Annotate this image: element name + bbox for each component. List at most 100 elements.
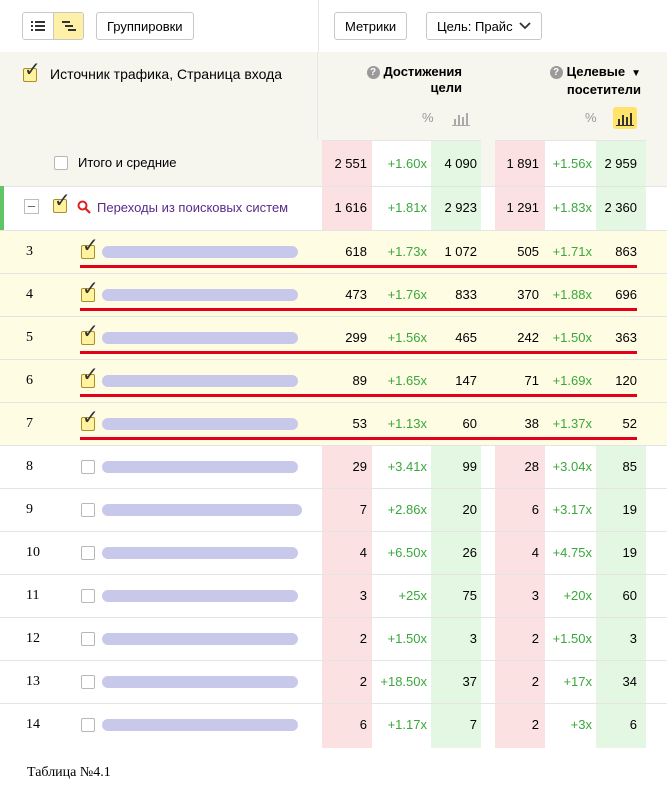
blurred-page-link[interactable] — [102, 418, 298, 430]
row-change-2: +1.71x — [552, 244, 592, 259]
row-change-2: +4.75x — [552, 545, 592, 560]
table-row[interactable]: 14 6 +1.17x 7 2 +3x 6 — [0, 703, 667, 746]
collapse-button[interactable]: – — [24, 199, 39, 214]
row-visits-2: 505 — [517, 244, 539, 259]
row-checkbox[interactable] — [81, 589, 95, 603]
row-visits-1: 2 — [359, 674, 367, 689]
row-value-1: 99 — [462, 459, 477, 474]
group-visits-2: 1 291 — [506, 200, 539, 215]
blurred-page-link[interactable] — [102, 590, 298, 602]
group-value-2: 2 360 — [604, 200, 637, 215]
row-value-1: 3 — [469, 631, 477, 646]
row-checkbox[interactable] — [81, 546, 95, 560]
row-number: 10 — [26, 545, 40, 560]
row-value-1: 1 072 — [444, 244, 477, 259]
row-visits-2: 28 — [524, 459, 539, 474]
row-change-1: +1.73x — [387, 244, 427, 259]
help-icon[interactable]: ? — [549, 66, 563, 79]
table-row[interactable]: 13 2 +18.50x 37 2 +17x 34 — [0, 660, 667, 703]
blurred-page-link[interactable] — [102, 375, 298, 387]
select-all-checkbox[interactable] — [23, 68, 37, 82]
group-link[interactable]: Переходы из поисковых систем — [97, 200, 289, 215]
highlight-underline — [80, 308, 637, 311]
group-visits-1: 1 616 — [334, 200, 367, 215]
goal-select-label: Цель: Прайс — [437, 18, 513, 34]
blurred-page-link[interactable] — [102, 719, 298, 731]
blurred-page-link[interactable] — [102, 504, 302, 516]
row-number: 6 — [26, 373, 33, 388]
search-icon — [77, 200, 91, 214]
blurred-page-link[interactable] — [102, 246, 298, 258]
list-view-button[interactable] — [23, 13, 53, 39]
row-change-1: +18.50x — [380, 674, 427, 689]
groupings-button[interactable]: Группировки — [96, 12, 194, 40]
bar-chart-icon — [616, 113, 634, 126]
table-row[interactable]: 12 2 +1.50x 3 2 +1.50x 3 — [0, 617, 667, 660]
table-row[interactable]: 8 29 +3.41x 99 28 +3.04x 85 — [0, 445, 667, 488]
row-checkbox[interactable] — [81, 460, 95, 474]
row-visits-2: 6 — [531, 502, 539, 517]
metric2-percent-toggle[interactable]: % — [585, 110, 597, 125]
row-checkbox[interactable] — [81, 288, 95, 302]
blurred-page-link[interactable] — [102, 676, 298, 688]
metrics-button[interactable]: Метрики — [334, 12, 408, 40]
row-checkbox[interactable] — [81, 675, 95, 689]
row-value-2: 696 — [615, 287, 637, 302]
row-value-1: 7 — [469, 717, 477, 732]
row-value-2: 19 — [622, 545, 637, 560]
highlight-underline — [80, 265, 637, 268]
row-checkbox[interactable] — [81, 331, 95, 345]
totals-checkbox[interactable] — [54, 156, 68, 170]
tree-view-button[interactable] — [53, 13, 83, 39]
row-visits-1: 2 — [359, 631, 367, 646]
row-checkbox[interactable] — [81, 374, 95, 388]
metric1-title-line2: цели — [430, 80, 462, 95]
metric2-header[interactable]: ? Целевые ▼ посетители — [533, 64, 641, 98]
bar-chart-icon[interactable] — [452, 110, 470, 126]
sort-desc-icon[interactable]: ▼ — [631, 68, 641, 79]
blurred-page-link[interactable] — [102, 633, 298, 645]
row-number: 4 — [26, 287, 33, 302]
totals-row: Итого и средние 2 551 +1.60x 4 090 1 891… — [0, 140, 667, 186]
row-checkbox[interactable] — [81, 718, 95, 732]
check-icon: ✓ — [82, 407, 99, 429]
blurred-page-link[interactable] — [102, 547, 298, 559]
row-change-1: +2.86x — [387, 502, 427, 517]
table-row[interactable]: 9 7 +2.86x 20 6 +3.17x 19 — [0, 488, 667, 531]
row-value-2: 863 — [615, 244, 637, 259]
goal-select[interactable]: Цель: Прайс — [426, 12, 542, 40]
totals-change-2: +1.56x — [552, 156, 592, 171]
row-change-2: +17x — [563, 674, 592, 689]
blurred-page-link[interactable] — [102, 289, 298, 301]
table-row[interactable]: 11 3 +25x 75 3 +20x 60 — [0, 574, 667, 617]
row-visits-1: 6 — [359, 717, 367, 732]
metric1-percent-toggle[interactable]: % — [422, 110, 434, 125]
row-checkbox[interactable] — [81, 417, 95, 431]
row-checkbox[interactable] — [81, 503, 95, 517]
help-icon[interactable]: ? — [366, 66, 380, 79]
check-icon: ✓ — [54, 190, 71, 212]
row-number: 7 — [26, 416, 33, 431]
check-icon: ✓ — [82, 364, 99, 386]
metric1-header[interactable]: ? Достижения цели — [352, 64, 462, 96]
row-change-1: +3.41x — [387, 459, 427, 474]
check-icon: ✓ — [82, 321, 99, 343]
row-value-2: 363 — [615, 330, 637, 345]
row-value-1: 20 — [462, 502, 477, 517]
blurred-page-link[interactable] — [102, 332, 298, 344]
blurred-page-link[interactable] — [102, 461, 298, 473]
group-row[interactable]: Переходы из поисковых систем 1 616 +1.81… — [0, 186, 667, 230]
chart-toggle-active[interactable] — [613, 107, 637, 129]
totals-bg-mid — [481, 140, 495, 186]
row-visits-1: 473 — [345, 287, 367, 302]
row-checkbox[interactable] — [81, 632, 95, 646]
dimension-title: Источник трафика, Страница входа — [50, 66, 283, 82]
row-number: 9 — [26, 502, 33, 517]
row-number: 8 — [26, 459, 33, 474]
row-visits-2: 370 — [517, 287, 539, 302]
group-checkbox[interactable] — [53, 199, 67, 213]
table-row[interactable]: 10 4 +6.50x 26 4 +4.75x 19 — [0, 531, 667, 574]
row-value-1: 75 — [462, 588, 477, 603]
row-value-2: 3 — [629, 631, 637, 646]
row-checkbox[interactable] — [81, 245, 95, 259]
